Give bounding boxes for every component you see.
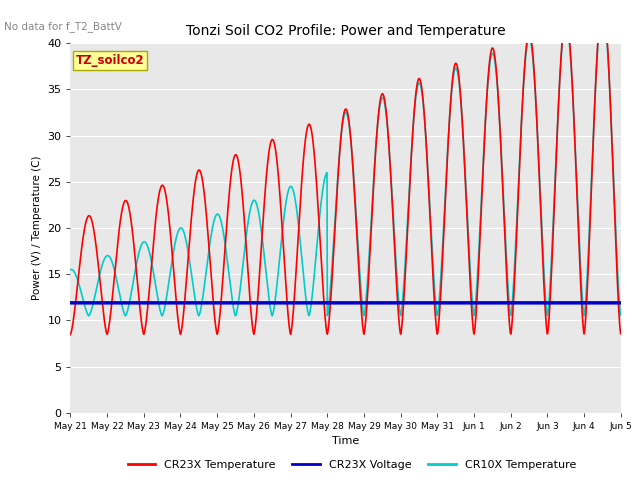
- Text: No data for f_T2_BattV: No data for f_T2_BattV: [4, 21, 122, 32]
- X-axis label: Time: Time: [332, 436, 359, 446]
- Legend: CR23X Temperature, CR23X Voltage, CR10X Temperature: CR23X Temperature, CR23X Voltage, CR10X …: [123, 456, 581, 474]
- Y-axis label: Power (V) / Temperature (C): Power (V) / Temperature (C): [32, 156, 42, 300]
- Text: TZ_soilco2: TZ_soilco2: [76, 54, 145, 67]
- Title: Tonzi Soil CO2 Profile: Power and Temperature: Tonzi Soil CO2 Profile: Power and Temper…: [186, 24, 506, 38]
